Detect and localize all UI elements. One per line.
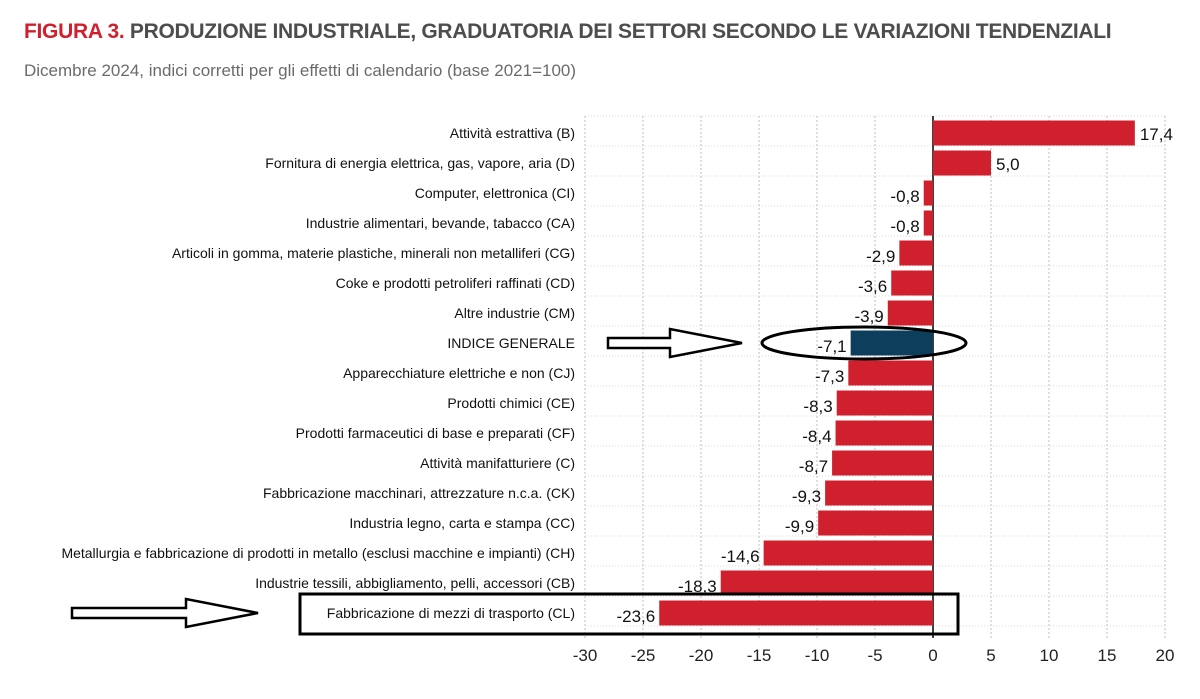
bar-attivita-manifatturiere-c (832, 450, 933, 476)
figure-label: FIGURA 3. (24, 20, 125, 43)
arrow-icon (606, 327, 743, 359)
category-label: INDICE GENERALE (447, 335, 575, 351)
value-labels: 17,4 5,0 -0,8 -0,8 -2,9 -3,6 -3,9 -7,1 -7,3 -8,3 -… (616, 125, 1172, 626)
bar-altre-industrie-cm (887, 300, 933, 326)
data-label: -8,4 (802, 427, 831, 446)
highlight-ellipse (760, 325, 968, 361)
x-tick-label: -15 (747, 646, 772, 665)
data-label: -3,6 (858, 277, 887, 296)
category-label: Prodotti farmaceutici di base e preparat… (296, 425, 575, 441)
bar-fabbricazione-macchinari-attrezzature-n-c-a-ck (825, 480, 933, 506)
bar-industrie-alimentari-bevande-tabacco-ca (923, 210, 933, 236)
data-label: -0,8 (890, 187, 919, 206)
data-label: -14,6 (721, 547, 760, 566)
x-tick-label: -25 (631, 646, 656, 665)
data-label: -8,7 (799, 457, 828, 476)
category-label: Prodotti chimici (CE) (447, 395, 575, 411)
category-label: Industrie tessili, abbigliamento, pelli,… (255, 575, 575, 591)
bar-computer-elettronica-ci (923, 180, 933, 206)
category-label: Coke e prodotti petroliferi raffinati (C… (336, 275, 575, 291)
x-tick-label: 15 (1098, 646, 1117, 665)
bar-prodotti-farmaceutici-di-base-e-preparati-cf (835, 420, 933, 446)
category-label: Fabbricazione di mezzi di trasporto (CL) (327, 605, 575, 621)
bar-prodotti-chimici-ce (836, 390, 933, 416)
category-label: Computer, elettronica (CI) (415, 185, 575, 201)
bar-industrie-tessili-abbigliamento-pelli-accessori-cb (720, 570, 933, 596)
category-label: Articoli in gomma, materie plastiche, mi… (172, 245, 575, 261)
x-axis-ticks: -30 -25 -20 -15 -10 -5 0 5 10 15 20 (573, 646, 1175, 665)
category-label: Attività estrattiva (B) (450, 125, 575, 141)
x-tick-label: 10 (1040, 646, 1059, 665)
bar-industria-legno-carta-e-stampa-cc (818, 510, 933, 536)
figure-title: FIGURA 3. PRODUZIONE INDUSTRIALE, GRADUA… (24, 20, 1112, 44)
figure-subtitle: Dicembre 2024, indici corretti per gli e… (24, 61, 577, 80)
data-label: -2,9 (866, 247, 895, 266)
data-label: -8,3 (803, 397, 832, 416)
category-label: Fornitura di energia elettrica, gas, vap… (265, 155, 575, 171)
x-tick-label: -10 (805, 646, 830, 665)
category-label: Fabbricazione macchinari, attrezzature n… (263, 485, 575, 501)
x-tick-label: -20 (689, 646, 714, 665)
figure-title-text: PRODUZIONE INDUSTRIALE, GRADUATORIA DEI … (129, 20, 1112, 43)
bar-attivita-estrattiva-b (933, 120, 1135, 146)
data-label: 17,4 (1140, 125, 1173, 144)
category-labels: Attività estrattiva (B) Fornitura di ener… (61, 125, 575, 621)
chart-bars (659, 120, 1135, 626)
bar-coke-e-prodotti-petroliferi-raffinati-cd (891, 270, 933, 296)
data-label: -9,3 (792, 487, 821, 506)
bar-articoli-in-gomma-materie-plastiche-minerali-non-metalliferi-cg (899, 240, 933, 266)
category-label: Altre industrie (CM) (454, 305, 575, 321)
category-label: Industrie alimentari, bevande, tabacco (… (306, 215, 575, 231)
data-label: -0,8 (890, 217, 919, 236)
bar-metallurgia-e-fabbricazione-di-prodotti-in-metallo-esclusi-macchine-e-impianti-ch (763, 540, 933, 566)
bar-fornitura-di-energia-elettrica-gas-vapore-aria-d (933, 150, 991, 176)
bar-indice-generale (850, 330, 933, 356)
x-tick-label: -30 (573, 646, 598, 665)
data-label: -18,3 (678, 577, 717, 596)
x-tick-label: -5 (867, 646, 882, 665)
data-label: -23,6 (616, 607, 655, 626)
data-label: -7,1 (817, 337, 846, 356)
data-label: -9,9 (785, 517, 814, 536)
data-label: 5,0 (996, 155, 1020, 174)
data-label: -3,9 (854, 307, 883, 326)
highlight-box (298, 592, 960, 636)
chart-annotations (70, 325, 968, 636)
arrow-icon (70, 597, 259, 629)
x-tick-label: 5 (986, 646, 995, 665)
bar-apparecchiature-elettriche-e-non-cj (848, 360, 933, 386)
category-label: Apparecchiature elettriche e non (CJ) (343, 365, 575, 381)
data-label: -7,3 (815, 367, 844, 386)
x-tick-label: 0 (928, 646, 937, 665)
category-label: Attività manifatturiere (C) (420, 455, 575, 471)
category-label: Industria legno, carta e stampa (CC) (349, 515, 575, 531)
bar-fabbricazione-di-mezzi-di-trasporto-cl (659, 600, 933, 626)
category-label: Metallurgia e fabbricazione di prodotti … (61, 545, 575, 561)
x-tick-label: 20 (1156, 646, 1175, 665)
